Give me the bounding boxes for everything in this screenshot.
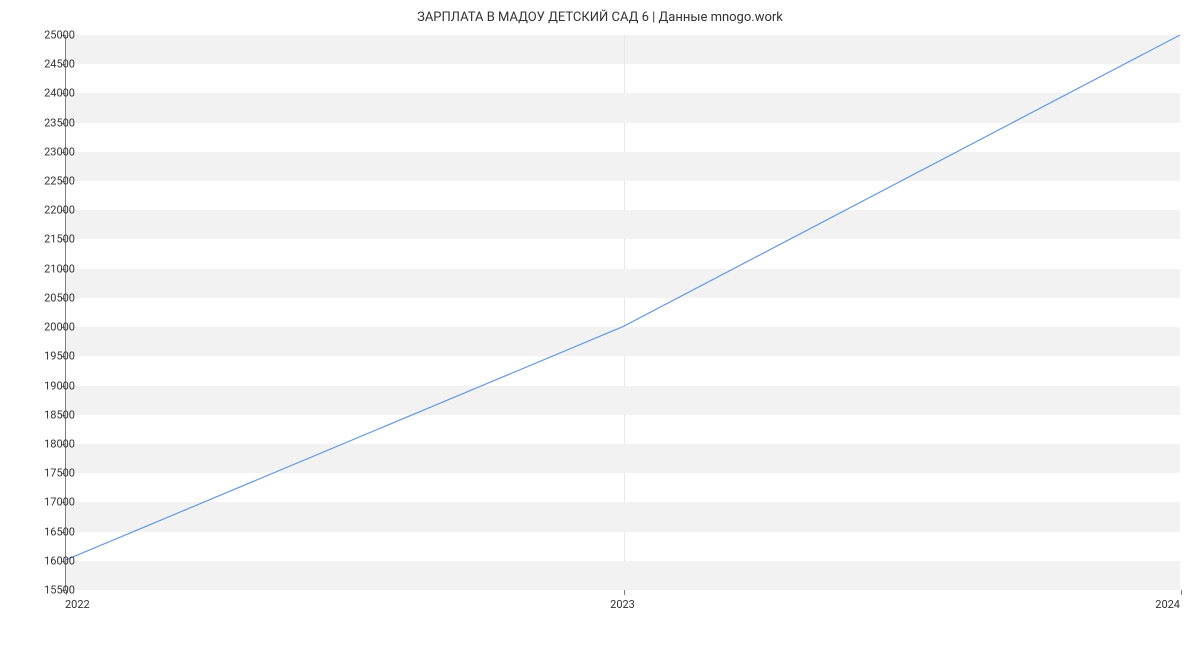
x-tick-label: 2022 <box>65 598 90 611</box>
y-tick-label: 16000 <box>44 554 75 567</box>
y-tick-label: 21000 <box>44 262 75 275</box>
y-tick-label: 19500 <box>44 350 75 363</box>
x-tick-mark <box>624 590 625 595</box>
y-tick-label: 22000 <box>44 204 75 217</box>
x-tick-label: 2024 <box>1155 598 1180 611</box>
series-line-salary <box>66 35 1180 560</box>
x-tick-mark <box>1181 590 1182 595</box>
y-tick-label: 20000 <box>44 321 75 334</box>
y-tick-label: 21500 <box>44 233 75 246</box>
y-tick-label: 22500 <box>44 175 75 188</box>
y-tick-label: 25000 <box>44 29 75 42</box>
y-tick-label: 15500 <box>44 584 75 597</box>
y-tick-label: 24500 <box>44 58 75 71</box>
y-tick-label: 16500 <box>44 525 75 538</box>
chart-plot-area <box>65 35 1180 590</box>
y-tick-label: 17500 <box>44 467 75 480</box>
plot-region <box>65 35 1180 590</box>
y-tick-label: 18500 <box>44 408 75 421</box>
y-tick-label: 23500 <box>44 116 75 129</box>
line-series-svg <box>66 35 1180 589</box>
y-tick-label: 24000 <box>44 87 75 100</box>
y-tick-label: 17000 <box>44 496 75 509</box>
y-tick-label: 20500 <box>44 291 75 304</box>
x-tick-label: 2023 <box>610 598 635 611</box>
chart-title: ЗАРПЛАТА В МАДОУ ДЕТСКИЙ САД 6 | Данные … <box>0 0 1200 25</box>
y-tick-label: 23000 <box>44 145 75 158</box>
y-tick-label: 18000 <box>44 437 75 450</box>
y-tick-label: 19000 <box>44 379 75 392</box>
